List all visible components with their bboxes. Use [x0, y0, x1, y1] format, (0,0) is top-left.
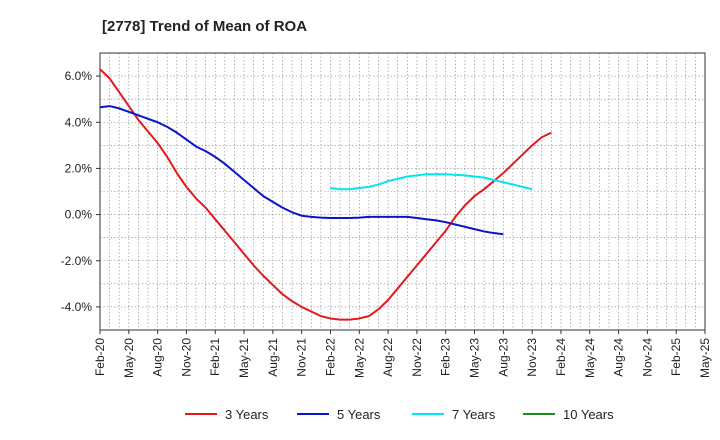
x-tick-label: Feb-20 [93, 338, 107, 376]
legend-label-10-years: 10 Years [563, 407, 614, 422]
series-line-5-years [99, 105, 504, 236]
series-line-7-years [330, 173, 533, 191]
x-axis: Feb-20 May-20 Aug-20 Nov-20 Feb-21 May-21 Aug-… [93, 330, 712, 378]
x-tick-label: May-20 [122, 338, 136, 378]
chart-title: [2778] Trend of Mean of ROA [102, 18, 307, 35]
series-lines [99, 68, 552, 321]
series-line-3-years [99, 68, 552, 321]
x-tick-label: Feb-21 [208, 338, 222, 376]
y-tick-label: 0.0% [65, 208, 93, 222]
x-tick-label: Nov-22 [410, 338, 424, 377]
x-tick-label: Nov-20 [179, 338, 193, 377]
x-tick-label: Aug-21 [266, 338, 280, 377]
x-tick-label: Feb-24 [554, 338, 568, 376]
y-tick-label: -4.0% [61, 300, 93, 314]
x-tick-label: Feb-25 [669, 338, 683, 376]
legend-label-7-years: 7 Years [452, 407, 496, 422]
x-tick-label: Nov-21 [295, 338, 309, 377]
x-tick-label: Feb-22 [323, 338, 337, 376]
y-axis: 6.0% 4.0% 2.0% 0.0% -2.0% -4.0% [61, 69, 100, 314]
x-tick-label: Nov-24 [640, 338, 654, 377]
x-tick-label: Nov-23 [525, 338, 539, 377]
y-tick-label: 2.0% [65, 161, 93, 175]
y-tick-label: 4.0% [65, 115, 93, 129]
y-tick-label: -2.0% [61, 254, 93, 268]
x-tick-label: Feb-23 [439, 338, 453, 376]
legend-label-3-years: 3 Years [225, 407, 269, 422]
x-tick-label: May-22 [352, 338, 366, 378]
legend: 3 Years 5 Years 7 Years 10 Years [185, 407, 614, 422]
x-tick-label: May-24 [583, 338, 597, 378]
x-tick-label: May-21 [237, 338, 251, 378]
x-tick-label: Aug-24 [612, 338, 626, 377]
plot-frame [99, 52, 706, 331]
x-tick-label: Aug-20 [151, 338, 165, 377]
x-tick-label: Aug-22 [381, 338, 395, 377]
x-tick-label: Aug-23 [496, 338, 510, 377]
y-tick-label: 6.0% [65, 69, 93, 83]
x-tick-label: May-25 [698, 338, 712, 378]
legend-label-5-years: 5 Years [337, 407, 381, 422]
x-tick-label: May-23 [468, 338, 482, 378]
